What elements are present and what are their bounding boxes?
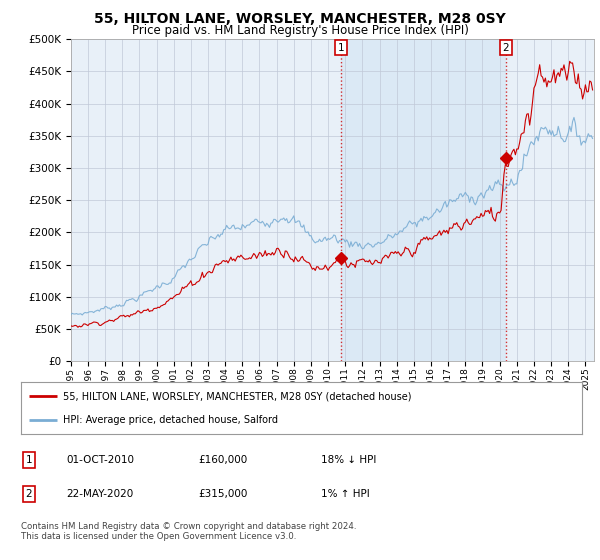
Text: HPI: Average price, detached house, Salford: HPI: Average price, detached house, Salf…: [63, 415, 278, 425]
Text: 2: 2: [25, 489, 32, 499]
Text: £160,000: £160,000: [198, 455, 247, 465]
Text: 1: 1: [25, 455, 32, 465]
Bar: [341, 39, 506, 361]
Text: 22-MAY-2020: 22-MAY-2020: [66, 489, 133, 499]
Text: 55, HILTON LANE, WORSLEY, MANCHESTER, M28 0SY: 55, HILTON LANE, WORSLEY, MANCHESTER, M2…: [94, 12, 506, 26]
Text: £315,000: £315,000: [198, 489, 247, 499]
Text: Price paid vs. HM Land Registry's House Price Index (HPI): Price paid vs. HM Land Registry's House …: [131, 24, 469, 36]
Text: Contains HM Land Registry data © Crown copyright and database right 2024.
This d: Contains HM Land Registry data © Crown c…: [21, 522, 356, 542]
Text: 1: 1: [338, 43, 344, 53]
Text: 01-OCT-2010: 01-OCT-2010: [66, 455, 134, 465]
Text: 18% ↓ HPI: 18% ↓ HPI: [321, 455, 376, 465]
Text: 55, HILTON LANE, WORSLEY, MANCHESTER, M28 0SY (detached house): 55, HILTON LANE, WORSLEY, MANCHESTER, M2…: [63, 391, 412, 402]
Text: 1% ↑ HPI: 1% ↑ HPI: [321, 489, 370, 499]
Text: 2: 2: [503, 43, 509, 53]
